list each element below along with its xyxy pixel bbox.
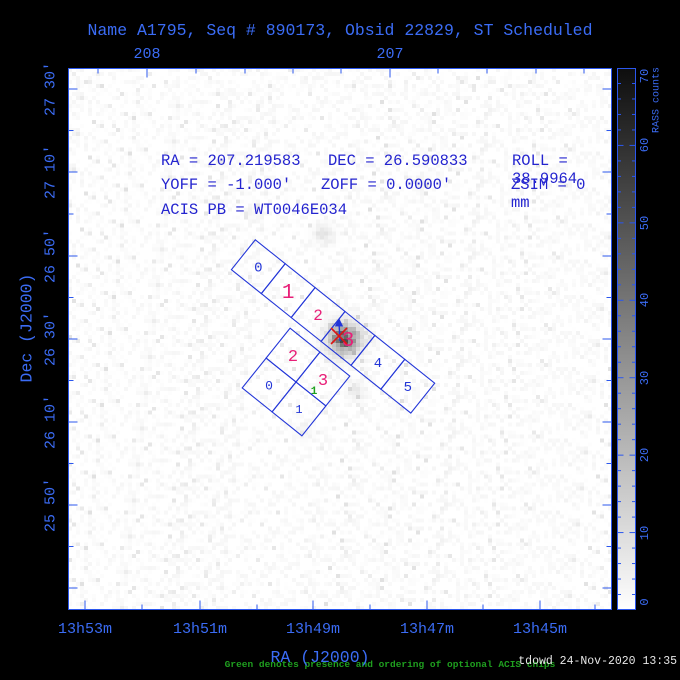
- colorbar-tick-label-0: 0: [638, 598, 652, 606]
- info-zoff: ZOFF = 0.0000': [321, 176, 452, 194]
- x-top-tick-label-208: 208: [133, 46, 161, 63]
- acis-s-chip-label-2: 2: [313, 307, 323, 325]
- optional-chip-order-label: 1: [311, 386, 318, 398]
- info-yoff: YOFF = -1.000': [161, 176, 292, 194]
- optional-chips-note: Green denotes presence and ordering of o…: [224, 659, 556, 670]
- y-axis-title: Dec (J2000): [17, 273, 37, 383]
- y-tick-label-4: 26 10': [42, 394, 60, 450]
- acis-s-chip-label-4: 4: [374, 356, 382, 372]
- y-tick-label-5: 25 50': [42, 477, 60, 533]
- acis-chip-outline: [271, 381, 327, 437]
- x-tick-label-13h49m: 13h49m: [285, 621, 341, 638]
- info-zsim: ZSIM = 0 mm: [511, 176, 586, 212]
- colorbar-ticks: [617, 68, 636, 610]
- colorbar-tick-label-20: 20: [638, 447, 652, 463]
- x-axis-title: RA (J2000): [270, 648, 370, 667]
- colorbar-tick-label-70: 70: [638, 68, 652, 84]
- acis-i-chip-label-2: 2: [288, 348, 298, 367]
- colorbar-tick-label-60: 60: [638, 138, 652, 153]
- plot-title: Name A1795, Seq # 890173, Obsid 22829, S…: [87, 21, 593, 40]
- colorbar-gradient: [617, 68, 636, 610]
- info-dec: DEC = 26.590833: [328, 152, 468, 170]
- colorbar-tick-label-10: 10: [638, 525, 652, 540]
- y-tick-label-2: 26 50': [42, 228, 60, 284]
- info-acis-pb: ACIS PB = WT0046E034: [161, 201, 348, 219]
- colorbar-title: RASS counts: [651, 66, 663, 134]
- info-roll: ROLL = 38.9964: [512, 152, 578, 188]
- x-tick-label-13h51m: 13h51m: [172, 621, 228, 638]
- colorbar-tick-label-30: 30: [638, 370, 652, 385]
- x-tick-label-13h47m: 13h47m: [399, 621, 455, 638]
- info-ra: RA = 207.219583: [161, 152, 301, 170]
- acis-s-chip-label-1: 1: [282, 282, 295, 305]
- aimpoint-arrowhead-icon: [334, 318, 344, 327]
- acis-s-chip-label-3: 3: [342, 330, 355, 353]
- x-tick-label-13h53m: 13h53m: [57, 621, 113, 638]
- colorbar-tick-label-40: 40: [638, 293, 652, 308]
- acis-i-chip-label-1: 1: [295, 403, 302, 417]
- y-tick-label-3: 26 30': [42, 311, 60, 367]
- x-top-tick-label-207: 207: [376, 46, 404, 63]
- acis-i-chip-label-3: 3: [318, 372, 328, 391]
- y-tick-label-0: 27 30': [42, 61, 60, 117]
- x-tick-label-13h45m: 13h45m: [512, 621, 568, 638]
- aimpoint-x-icon: [330, 327, 348, 345]
- acis-chip-outline: [380, 358, 436, 414]
- acis-s-chip-label-5: 5: [404, 380, 412, 396]
- acis-s-chip-label-0: 0: [254, 261, 262, 277]
- colorbar-tick-label-50: 50: [638, 215, 652, 231]
- footer-timestamp: tdowd 24-Nov-2020 13:35: [518, 655, 677, 668]
- acis-i-chip-label-0: 0: [265, 379, 273, 394]
- y-tick-label-1: 27 10': [42, 144, 60, 200]
